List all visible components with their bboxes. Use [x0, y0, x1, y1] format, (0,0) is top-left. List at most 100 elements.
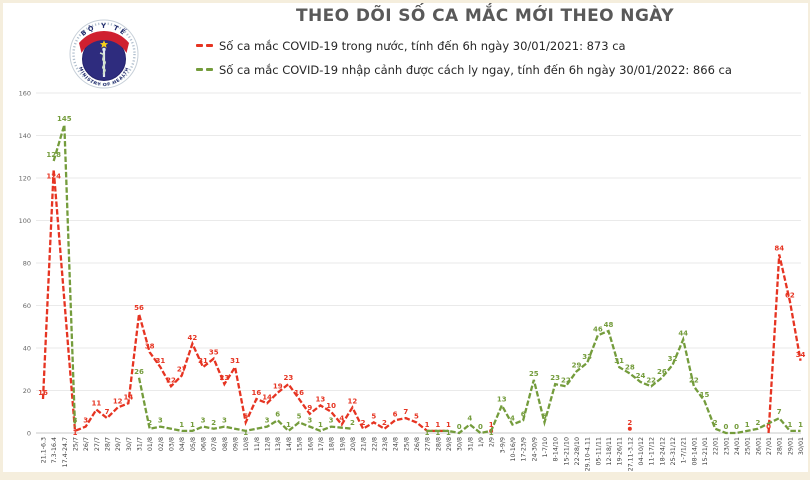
x-axis-tick-label: 25/7 — [73, 437, 80, 451]
chart-legend: Số ca mắc COVID-19 trong nước, tính đến … — [196, 38, 732, 86]
x-axis-tick-label: 27/8 — [425, 437, 432, 451]
data-label: 23 — [284, 374, 294, 382]
data-label: 44 — [678, 330, 688, 338]
x-axis-tick-label: 26/01 — [755, 437, 762, 455]
x-axis-tick-label: 27.11-3.12 — [627, 437, 634, 471]
data-label: 0 — [766, 423, 771, 431]
x-axis-tick-label: 2/9 — [489, 437, 496, 447]
data-label: 13 — [497, 395, 507, 403]
x-axis-tick-label: 17.4-24.7 — [62, 437, 69, 467]
chart-title: THEO DÕI SỐ CA MẮC MỚI THEO NGÀY — [296, 6, 674, 26]
x-axis-tick-label: 22/8 — [371, 437, 378, 451]
data-label: 48 — [604, 321, 614, 329]
data-label: 3 — [201, 417, 206, 425]
data-label: 1 — [798, 421, 803, 429]
y-axis-tick-label: 60 — [23, 302, 31, 310]
data-label: 33 — [582, 353, 592, 361]
data-label: 15 — [700, 391, 710, 399]
x-axis-tick-label: 02/8 — [158, 437, 165, 451]
data-label: 1 — [73, 429, 78, 437]
x-axis-tick-label: 27/01 — [766, 437, 773, 455]
data-label: 5 — [297, 412, 302, 420]
y-axis-tick-label: 160 — [19, 89, 31, 97]
x-axis-tick-label: 26/8 — [414, 437, 421, 451]
y-axis-tick-label: 20 — [23, 387, 31, 395]
data-label: 3 — [265, 417, 270, 425]
legend-dash-icon — [196, 44, 203, 47]
series-line-imported — [52, 124, 77, 427]
data-label: 22 — [166, 376, 176, 384]
x-axis-tick-label: 06/8 — [201, 437, 208, 451]
x-axis-tick-label: 29.10-4.11 — [585, 437, 592, 471]
data-label: 10 — [326, 402, 336, 410]
data-label: 4 — [510, 415, 515, 423]
y-axis-tick-label: 140 — [19, 132, 31, 140]
data-label: 31 — [614, 357, 624, 365]
x-axis-tick-label: 22/01 — [713, 437, 720, 455]
data-label: 0 — [457, 423, 462, 431]
data-label: 1 — [318, 421, 323, 429]
x-axis-tick-label: 7.3-16.4 — [51, 437, 58, 463]
x-axis-tick-label: 16/8 — [307, 437, 314, 451]
data-label: 1 — [435, 421, 440, 429]
data-label: 1 — [446, 429, 451, 437]
data-label: 0 — [734, 423, 739, 431]
x-axis-tick-label: 30/8 — [457, 437, 464, 451]
x-axis-tick-label: 21/8 — [361, 437, 368, 451]
data-label: 2 — [627, 419, 632, 427]
y-axis-tick-label: 0 — [27, 429, 31, 437]
data-label: 1 — [745, 421, 750, 429]
logo-star-icon — [99, 40, 109, 48]
data-label: 5 — [542, 412, 547, 420]
data-label: 3 — [329, 417, 334, 425]
data-label: 19 — [273, 383, 283, 391]
x-axis-tick-label: 15/8 — [297, 437, 304, 451]
x-axis-tick-label: 1-7/10 — [542, 437, 549, 457]
x-axis-tick-label: 25/01 — [745, 437, 752, 455]
data-label: 1 — [286, 421, 291, 429]
x-axis-tick-label: 15-21/01 — [702, 437, 709, 465]
data-label: 38 — [145, 342, 155, 350]
data-label: 31 — [198, 357, 208, 365]
data-label: 4 — [467, 415, 472, 423]
data-label: 9 — [307, 404, 312, 412]
x-axis-tick-label: 29/01 — [787, 437, 794, 455]
x-axis-tick-label: 25/8 — [403, 437, 410, 451]
data-label: 14 — [123, 393, 133, 401]
x-axis-tick-label: 8-14/10 — [553, 437, 560, 461]
data-label: 16 — [252, 389, 262, 397]
data-label: 1 — [489, 429, 494, 437]
data-label: 124 — [46, 173, 61, 181]
series-line-imported — [427, 329, 801, 435]
x-axis-tick-label: 30/01 — [798, 437, 805, 455]
moh-logo: BỘ Y TẾ MINISTRY OF HEALTH — [69, 19, 139, 89]
data-label: 25 — [529, 370, 539, 378]
data-label: 26 — [134, 368, 144, 376]
y-axis-tick-label: 40 — [23, 344, 31, 352]
x-axis-tick-label: 08-14/01 — [691, 437, 698, 465]
y-axis-tick-label: 120 — [19, 174, 31, 182]
data-label: 12 — [348, 398, 358, 406]
data-label: 16 — [38, 389, 48, 397]
x-axis-tick-label: 12-18/11 — [606, 437, 613, 465]
data-label: 31 — [230, 357, 240, 365]
x-axis-tick-label: 31/8 — [467, 437, 474, 451]
data-label: 56 — [134, 304, 144, 312]
data-label: 32 — [668, 355, 678, 363]
data-label: 7 — [777, 408, 782, 416]
data-label: 3 — [307, 417, 312, 425]
x-axis-tick-label: 04/8 — [179, 437, 186, 451]
legend-item-imported: Số ca mắc COVID-19 nhập cảnh được cách l… — [196, 62, 732, 77]
x-axis-tick-label: 31/7 — [137, 437, 144, 451]
legend-dash-icon — [206, 44, 213, 47]
data-label: 6 — [393, 410, 398, 418]
data-label: 2 — [382, 419, 387, 427]
data-label: 0 — [478, 423, 483, 431]
data-label: 2 — [147, 419, 152, 427]
x-axis-tick-label: 24-30/9 — [531, 437, 538, 461]
x-axis-tick-label: 23/01 — [723, 437, 730, 455]
x-axis-tick-label: 09/8 — [233, 437, 240, 451]
series-point — [627, 426, 632, 431]
data-label: 128 — [46, 151, 61, 159]
frame-edge — [0, 0, 810, 3]
